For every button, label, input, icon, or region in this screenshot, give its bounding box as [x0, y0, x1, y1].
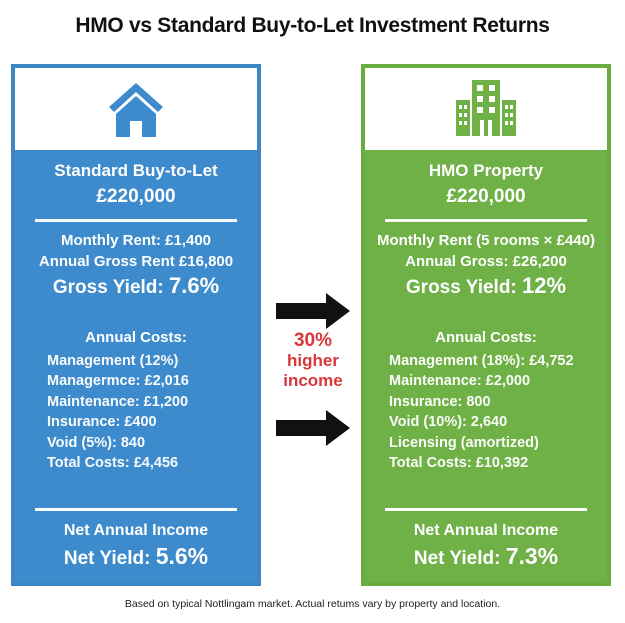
property-price: £220,000	[446, 186, 526, 207]
income-difference-callout: 30% higher income	[268, 331, 358, 391]
net-yield-label: Net Yield:	[413, 548, 501, 569]
panel-title: HMO Property	[428, 161, 544, 180]
callout-line: higher	[287, 351, 339, 370]
divider	[385, 219, 587, 222]
net-section: Net Annual Income Net Yield: 5.6%	[15, 520, 257, 573]
house-icon	[109, 83, 163, 137]
net-section: Net Annual Income Net Yield: 7.3%	[365, 520, 607, 573]
annual-costs-section: Annual Costs: Management (12%) Managermc…	[15, 328, 257, 474]
cost-item: Insurance: 800	[389, 393, 491, 410]
cost-item: Void (10%): 2,640	[389, 414, 508, 430]
gross-yield: Gross Yield: 7.6%	[15, 272, 257, 302]
callout-percent: 30%	[293, 330, 333, 351]
cost-item: Maintenance: £2,000	[389, 373, 531, 389]
costs-list: Management (12%) Managermce: £2,016 Main…	[15, 351, 257, 474]
arrow-right-icon	[276, 293, 350, 329]
cost-item: Licensing (amortized)	[389, 434, 539, 451]
arrow-right-icon	[276, 410, 350, 446]
net-yield-label: Net Yield:	[63, 548, 151, 569]
cost-item: Management (12%)	[47, 352, 179, 369]
monthly-rent: Monthly Rent: £1,400	[60, 232, 212, 249]
costs-list: Management (18%): £4,752 Maintenance: £2…	[365, 351, 607, 474]
callout-line: income	[283, 371, 343, 390]
divider	[35, 508, 237, 511]
costs-heading: Annual Costs:	[435, 329, 537, 346]
footnote: Based on typical Nottlingam market. Actu…	[124, 598, 501, 610]
icon-area	[365, 68, 607, 150]
net-annual-income-label: Net Annual Income	[63, 522, 209, 539]
net-annual-income-label: Net Annual Income	[413, 522, 559, 539]
rent-section: Monthly Rent: £1,400 Annual Gross Rent £…	[15, 230, 257, 302]
divider	[35, 219, 237, 222]
cost-item: Void (5%): 840	[47, 434, 146, 451]
gross-yield-value: 12%	[522, 273, 567, 298]
net-yield: Net Yield: 7.3%	[365, 542, 607, 573]
property-price: £220,000	[96, 186, 176, 207]
rent-section: Monthly Rent (5 rooms × £440) Annual Gro…	[365, 230, 607, 302]
standard-btl-panel: Standard Buy-to-Let £220,000 Monthly Ren…	[11, 64, 261, 586]
annual-gross-rent: Annual Gross: £26,200	[405, 253, 567, 270]
cost-item: Managermce: £2,016	[47, 373, 189, 389]
cost-item: Management (18%): £4,752	[389, 352, 574, 369]
cost-item: Maintenance: £1,200	[47, 393, 189, 410]
gross-yield-value: 7.6%	[169, 273, 220, 298]
icon-area	[15, 68, 257, 150]
annual-costs-section: Annual Costs: Management (18%): £4,752 M…	[365, 328, 607, 474]
divider	[385, 508, 587, 511]
cost-total: Total Costs: £10,392	[389, 455, 529, 471]
gross-yield-label: Gross Yield:	[52, 277, 164, 298]
costs-heading: Annual Costs:	[85, 329, 187, 346]
cost-item: Insurance: £400	[47, 414, 157, 430]
net-yield-value: 5.6%	[155, 543, 209, 569]
monthly-rent: Monthly Rent (5 rooms × £440)	[377, 232, 595, 249]
cost-total: Total Costs: £4,456	[47, 455, 179, 471]
net-yield: Net Yield: 5.6%	[15, 542, 257, 573]
hmo-panel: HMO Property £220,000 Monthly Rent (5 ro…	[361, 64, 611, 586]
apartment-buildings-icon	[456, 80, 516, 136]
page-title: HMO vs Standard Buy-to-Let Investment Re…	[75, 14, 550, 37]
annual-gross-rent: Annual Gross Rent £16,800	[38, 253, 234, 270]
net-yield-value: 7.3%	[505, 543, 559, 569]
gross-yield: Gross Yield: 12%	[365, 272, 607, 302]
gross-yield-label: Gross Yield:	[405, 277, 517, 298]
panel-title: Standard Buy-to-Let	[54, 161, 218, 180]
